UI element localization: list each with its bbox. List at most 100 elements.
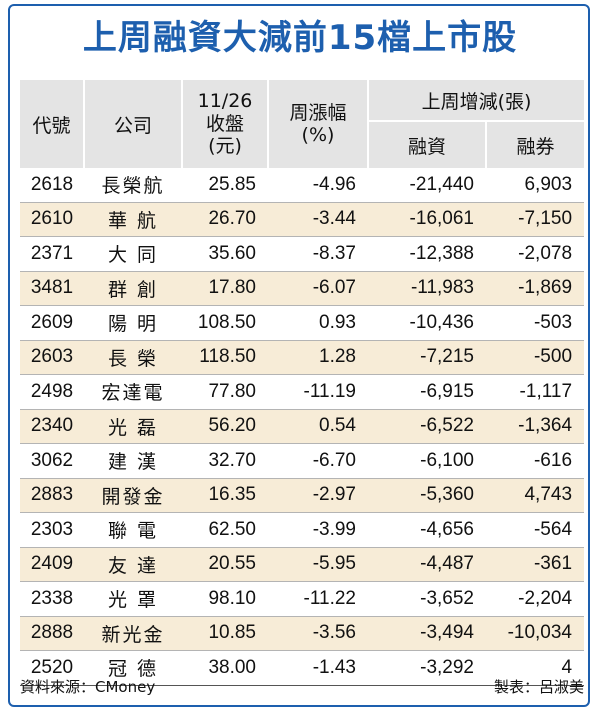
company-cell: 華 航 <box>84 202 182 237</box>
table-row: 2338 光 罩 98.10 -11.22 -3,652 -2,204 <box>20 581 585 617</box>
short-change-cell: -2,078 <box>486 236 585 272</box>
company-cell: 光 磊 <box>84 409 182 444</box>
close-cell: 118.50 <box>182 340 268 375</box>
change-cell: -3.44 <box>268 202 368 237</box>
code-cell: 2371 <box>20 236 84 272</box>
table-row: 2883 開發金 16.35 -2.97 -5,360 4,743 <box>20 478 585 513</box>
table-row: 3481 群 創 17.80 -6.07 -11,983 -1,869 <box>20 271 585 306</box>
table-row: 2520 冠 德 38.00 -1.43 -3,292 4 <box>20 650 585 686</box>
margin-change-cell: -4,656 <box>368 512 486 548</box>
margin-change-cell: -4,487 <box>368 547 486 582</box>
page-title: 上周融資大減前15檔上市股 <box>82 18 518 58</box>
code-cell: 2888 <box>20 616 84 651</box>
change-cell: -11.19 <box>268 374 368 410</box>
header-close-date: 11/26 <box>197 90 253 113</box>
table-header: 代號 公司 11/26 收盤 (元) 周漲幅 (%) 上周增減(張) 融資 融券 <box>20 80 585 168</box>
close-cell: 16.35 <box>182 478 268 513</box>
short-change-cell: -1,117 <box>486 374 585 410</box>
margin-change-cell: -16,061 <box>368 202 486 237</box>
short-change-cell: -616 <box>486 443 585 479</box>
change-cell: -8.37 <box>268 236 368 272</box>
margin-change-cell: -6,522 <box>368 409 486 444</box>
company-cell: 新光金 <box>84 616 182 651</box>
header-margin: 融資 <box>367 120 486 168</box>
change-cell: -5.95 <box>268 547 368 582</box>
header-close: 11/26 收盤 (元) <box>181 80 268 168</box>
table-row: 3062 建 漢 32.70 -6.70 -6,100 -616 <box>20 443 585 479</box>
table-row: 2609 陽 明 108.50 0.93 -10,436 -503 <box>20 305 585 341</box>
table-row: 2498 宏達電 77.80 -11.19 -6,915 -1,117 <box>20 374 585 410</box>
header-change: 周漲幅 (%) <box>267 80 368 168</box>
header-short: 融券 <box>484 120 585 168</box>
footer-source: 資料來源：CMoney <box>20 678 156 696</box>
table-row: 2618 長榮航 25.85 -4.96 -21,440 6,903 <box>20 168 585 203</box>
table-body: 2618 長榮航 25.85 -4.96 -21,440 6,903 2610 華 航 26.7… <box>20 168 585 686</box>
short-change-cell: -10,034 <box>486 616 585 651</box>
change-cell: -11.22 <box>268 581 368 617</box>
close-cell: 25.85 <box>182 168 268 203</box>
company-cell: 聯 電 <box>84 512 182 548</box>
short-change-cell: -1,869 <box>486 271 585 306</box>
change-cell: -6.70 <box>268 443 368 479</box>
change-cell: 1.28 <box>268 340 368 375</box>
short-change-cell: -500 <box>486 340 585 375</box>
table-row: 2603 長 榮 118.50 1.28 -7,215 -500 <box>20 340 585 375</box>
close-cell: 38.00 <box>182 650 268 686</box>
code-cell: 2618 <box>20 168 84 203</box>
short-change-cell: 4 <box>486 650 585 686</box>
company-cell: 陽 明 <box>84 305 182 341</box>
table-row: 2303 聯 電 62.50 -3.99 -4,656 -564 <box>20 512 585 548</box>
margin-change-cell: -12,388 <box>368 236 486 272</box>
header-close-label: 收盤 <box>205 112 244 135</box>
change-cell: -3.99 <box>268 512 368 548</box>
close-cell: 20.55 <box>182 547 268 582</box>
table-row: 2409 友 達 20.55 -5.95 -4,487 -361 <box>20 547 585 582</box>
margin-change-cell: -3,652 <box>368 581 486 617</box>
short-change-cell: -503 <box>486 305 585 341</box>
change-cell: 0.54 <box>268 409 368 444</box>
code-cell: 2498 <box>20 374 84 410</box>
company-cell: 冠 德 <box>84 650 182 686</box>
change-cell: 0.93 <box>268 305 368 341</box>
short-change-cell: -361 <box>486 547 585 582</box>
close-cell: 77.80 <box>182 374 268 410</box>
table-row: 2340 光 磊 56.20 0.54 -6,522 -1,364 <box>20 409 585 444</box>
margin-change-cell: -6,915 <box>368 374 486 410</box>
close-cell: 35.60 <box>182 236 268 272</box>
change-cell: -3.56 <box>268 616 368 651</box>
close-cell: 108.50 <box>182 305 268 341</box>
change-cell: -4.96 <box>268 168 368 203</box>
close-cell: 56.20 <box>182 409 268 444</box>
table-row: 2610 華 航 26.70 -3.44 -16,061 -7,150 <box>20 202 585 237</box>
code-cell: 2340 <box>20 409 84 444</box>
short-change-cell: 6,903 <box>486 168 585 203</box>
company-cell: 大 同 <box>84 236 182 272</box>
header-code: 代號 <box>20 80 84 168</box>
code-cell: 2338 <box>20 581 84 617</box>
footer-maker: 製表：呂淑美 <box>493 678 584 696</box>
company-cell: 開發金 <box>84 478 182 513</box>
close-cell: 62.50 <box>182 512 268 548</box>
change-cell: -6.07 <box>268 271 368 306</box>
margin-change-cell: -11,983 <box>368 271 486 306</box>
close-cell: 17.80 <box>182 271 268 306</box>
short-change-cell: -2,204 <box>486 581 585 617</box>
change-cell: -2.97 <box>268 478 368 513</box>
margin-change-cell: -21,440 <box>368 168 486 203</box>
header-weekly-group: 上周增減(張) <box>366 80 585 121</box>
header-company: 公司 <box>83 80 182 168</box>
short-change-cell: -1,364 <box>486 409 585 444</box>
table-frame <box>8 4 590 707</box>
code-cell: 2603 <box>20 340 84 375</box>
code-cell: 2520 <box>20 650 84 686</box>
code-cell: 2409 <box>20 547 84 582</box>
code-cell: 3481 <box>20 271 84 306</box>
close-cell: 10.85 <box>182 616 268 651</box>
margin-change-cell: -6,100 <box>368 443 486 479</box>
company-cell: 群 創 <box>84 271 182 306</box>
company-cell: 長榮航 <box>84 168 182 203</box>
margin-change-cell: -3,292 <box>368 650 486 686</box>
code-cell: 3062 <box>20 443 84 479</box>
change-cell: -1.43 <box>268 650 368 686</box>
close-cell: 26.70 <box>182 202 268 237</box>
